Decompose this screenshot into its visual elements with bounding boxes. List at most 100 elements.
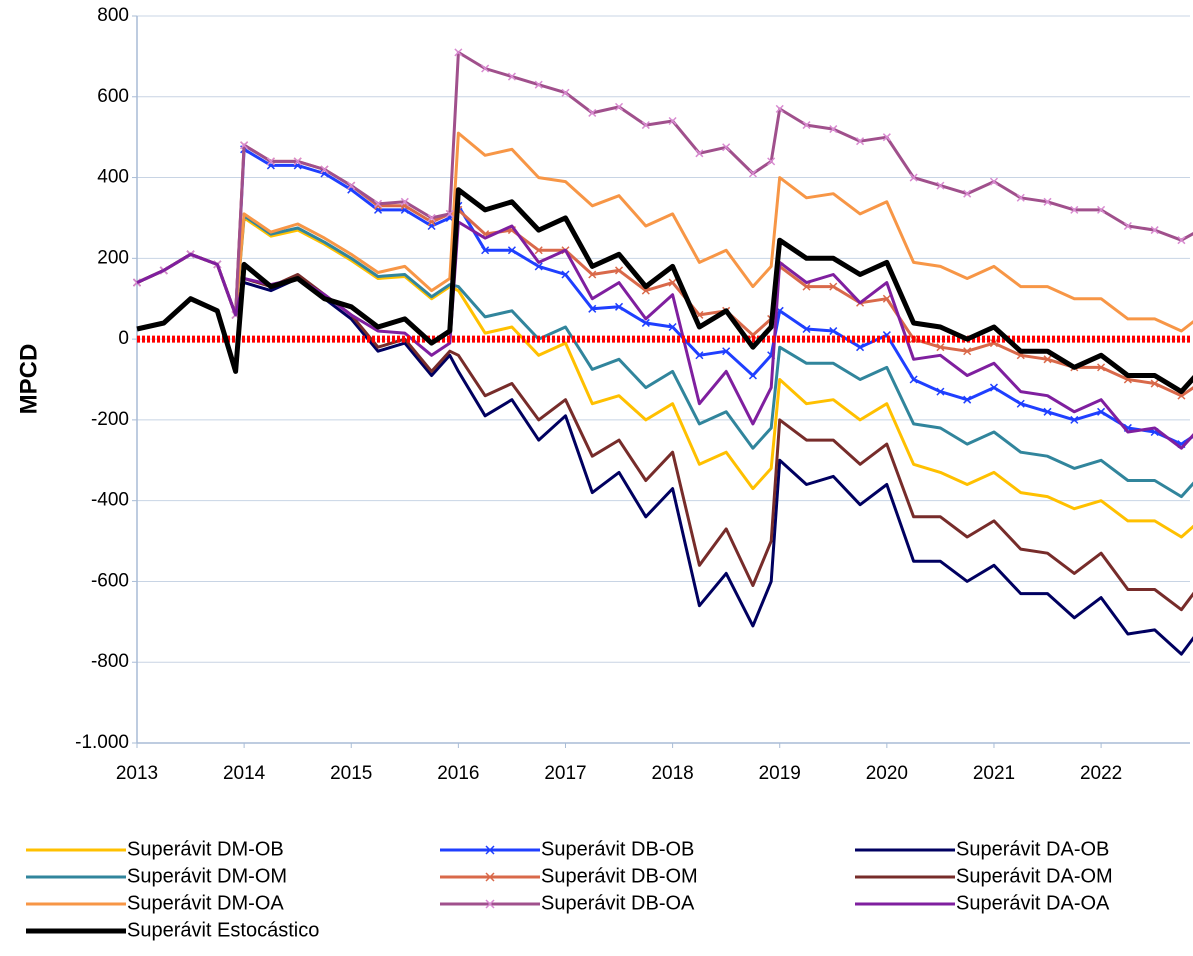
x-tick-label: 2014 [223,763,266,784]
legend-label: Superávit DM-OM [127,865,287,887]
series-line [136,147,1193,446]
series-line [136,220,1193,450]
point-marker [963,395,972,404]
point-marker [1150,226,1159,235]
legend-marker [485,845,495,855]
point-marker [748,331,757,340]
point-marker [615,302,624,311]
y-tick-label: -400 [91,490,129,511]
point-marker [829,282,838,291]
x-tick-label: 2022 [1080,763,1122,784]
point-marker [240,141,249,150]
y-tick-label: 800 [97,5,129,26]
point-marker [802,324,811,334]
point-marker [1070,205,1079,214]
point-marker [347,181,356,190]
point-marker [882,133,891,142]
point-marker [293,157,302,166]
point-marker [722,347,731,356]
legend-label: Superávit Estocástico [127,919,319,941]
y-tick-label: -1.000 [75,732,129,753]
series-line [136,214,1193,499]
x-tick-label: 2019 [759,763,801,784]
point-marker [481,64,490,73]
point-marker [989,339,998,348]
point-marker [1043,355,1052,364]
point-marker [561,88,570,97]
series-line [136,187,1193,395]
point-marker [320,165,329,174]
point-marker [775,104,784,113]
point-marker [1070,415,1079,424]
point-marker [963,189,972,198]
legend-label: Superávit DB-OB [541,838,694,860]
point-marker [936,343,945,352]
point-marker [748,169,757,178]
legend-label: Superávit DM-OA [127,892,284,914]
legend-label: Superávit DB-OA [541,892,695,914]
legend-label: Superávit DM-OB [127,838,284,860]
point-marker [722,143,731,152]
point-marker [561,270,570,279]
x-tick-label: 2016 [437,763,479,784]
point-marker [266,157,275,166]
point-marker [534,262,543,271]
legend-label: Superávit DA-OA [956,892,1110,914]
point-marker [802,282,811,291]
series-line [136,216,1193,539]
series-line [136,252,1193,612]
point-marker [668,278,677,287]
point-marker [748,371,757,380]
legend-label: Superávit DB-OM [541,865,698,887]
point-marker [1016,193,1025,202]
point-marker [936,387,945,396]
point-marker [1177,391,1186,400]
point-marker [534,246,543,255]
point-marker [641,121,650,130]
point-marker [963,347,972,356]
point-marker [534,80,543,89]
x-tick-label: 2018 [651,763,693,784]
point-marker [767,157,776,166]
x-tick-label: 2017 [544,763,586,784]
legend-label: Superávit DA-OB [956,838,1109,860]
y-tick-label: 200 [97,247,129,268]
point-marker [668,116,677,126]
point-marker [445,209,454,218]
point-marker [802,121,811,130]
point-marker [454,48,463,57]
point-marker [882,294,891,303]
point-marker [936,181,945,190]
point-marker [909,375,918,384]
point-marker [1016,399,1025,408]
y-tick-label: 600 [97,86,129,107]
point-marker [856,343,865,352]
point-marker [507,72,516,81]
x-tick-label: 2020 [866,763,908,784]
point-marker [1150,379,1159,388]
legend-label: Superávit DA-OM [956,865,1113,887]
y-tick-label: 0 [118,328,129,349]
point-marker [695,149,704,158]
point-marker [989,383,998,392]
point-marker [588,270,597,279]
legend-marker [485,872,495,882]
y-tick-label: -200 [91,409,129,430]
point-marker [909,173,918,182]
point-marker [1177,236,1186,245]
point-marker [641,318,650,327]
y-tick-label: -600 [91,570,129,591]
point-marker [427,213,436,222]
x-tick-label: 2015 [330,763,372,784]
point-marker [373,199,383,208]
point-marker [588,304,597,313]
point-marker [668,322,677,332]
y-tick-label: -800 [91,651,129,672]
point-marker [1043,197,1052,206]
point-marker [507,246,516,255]
point-marker [1097,205,1106,214]
point-marker [829,327,838,336]
point-marker [829,125,838,134]
point-marker [1097,363,1106,372]
